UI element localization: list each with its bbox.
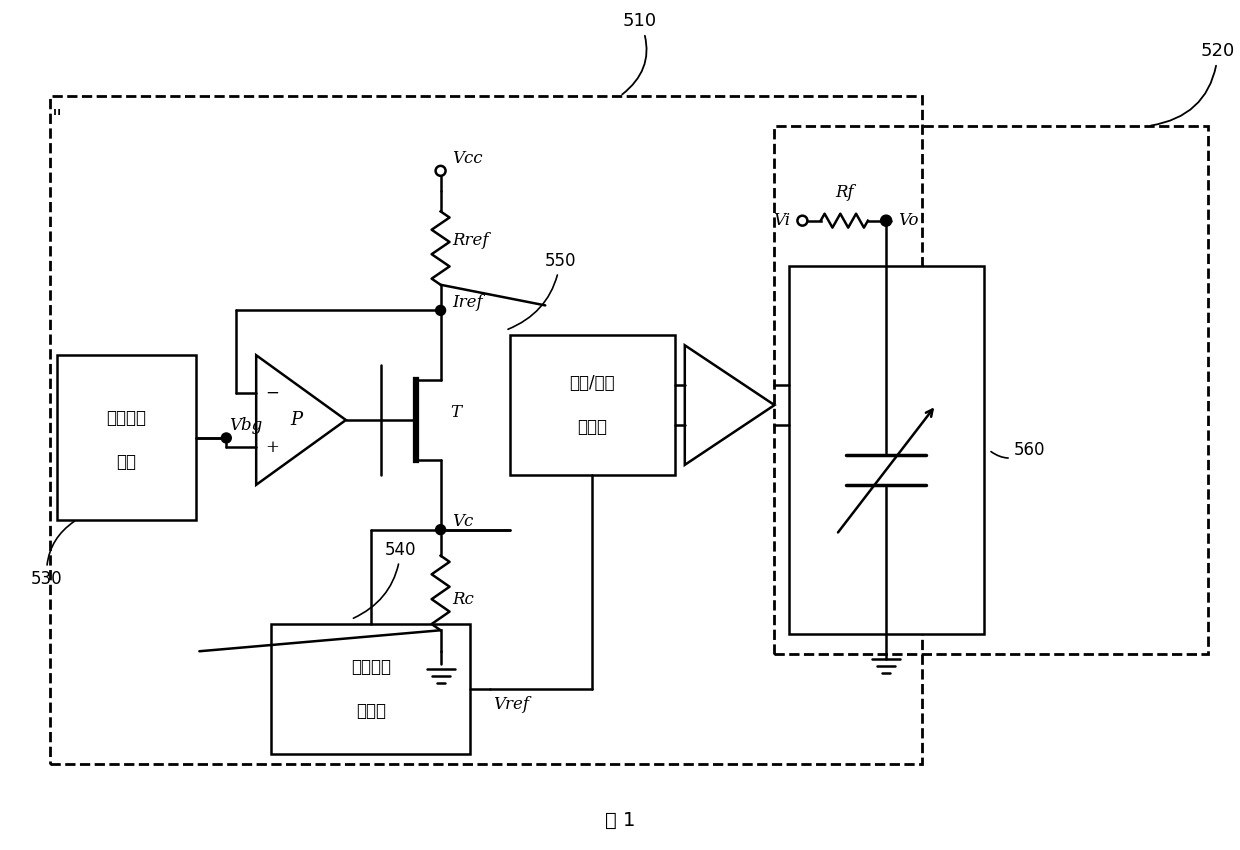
Text: Vref: Vref bbox=[494, 695, 529, 712]
Text: ": " bbox=[52, 108, 62, 130]
Bar bbox=[272, 625, 470, 754]
Circle shape bbox=[221, 433, 232, 443]
Bar bbox=[50, 96, 923, 764]
Text: Iref: Iref bbox=[453, 294, 484, 311]
Text: 稳压产生: 稳压产生 bbox=[107, 409, 146, 427]
Text: Vc: Vc bbox=[453, 513, 474, 530]
Text: 530: 530 bbox=[31, 521, 74, 588]
Text: 510: 510 bbox=[622, 12, 657, 94]
Text: Vo: Vo bbox=[898, 212, 919, 230]
Text: 图 1: 图 1 bbox=[605, 811, 635, 830]
Text: Rref: Rref bbox=[453, 232, 489, 249]
Text: 产生器: 产生器 bbox=[356, 702, 386, 720]
Text: 参考电压: 参考电压 bbox=[351, 658, 391, 677]
Text: P: P bbox=[290, 411, 303, 429]
Circle shape bbox=[435, 305, 445, 315]
Circle shape bbox=[882, 216, 892, 225]
Circle shape bbox=[435, 524, 445, 535]
Text: 电路: 电路 bbox=[117, 453, 136, 471]
Text: +: + bbox=[265, 439, 279, 456]
Bar bbox=[57, 355, 196, 519]
Text: Rc: Rc bbox=[453, 591, 474, 608]
Text: −: − bbox=[265, 384, 279, 401]
Text: 520: 520 bbox=[1151, 42, 1235, 126]
Bar bbox=[790, 265, 983, 634]
Text: 540: 540 bbox=[353, 541, 417, 618]
Text: Vcc: Vcc bbox=[453, 150, 484, 167]
Text: Vi: Vi bbox=[774, 212, 790, 230]
Bar bbox=[775, 126, 1208, 654]
Text: 摸拟/数字: 摸拟/数字 bbox=[569, 374, 615, 392]
Text: T: T bbox=[450, 404, 461, 421]
Text: 550: 550 bbox=[508, 252, 575, 329]
Text: 560: 560 bbox=[991, 441, 1045, 459]
Text: Rf: Rf bbox=[835, 184, 853, 201]
Bar bbox=[511, 335, 675, 475]
Text: Vbg: Vbg bbox=[229, 417, 263, 434]
Text: 转换器: 转换器 bbox=[577, 418, 608, 436]
